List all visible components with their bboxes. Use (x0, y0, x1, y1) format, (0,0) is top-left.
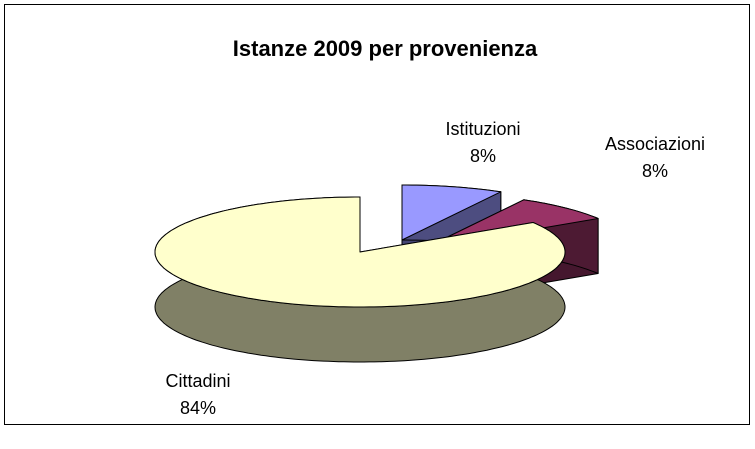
slice-value-label: 8% (470, 146, 496, 166)
slice-value-label: 84% (180, 398, 216, 418)
slice-top (154, 196, 566, 308)
slice-top (401, 184, 502, 241)
pie-slice (154, 196, 566, 363)
slice-value-label: 8% (642, 161, 668, 181)
slice-label: Cittadini (165, 371, 230, 391)
chart-title: Istanze 2009 per provenienza (233, 36, 538, 61)
slice-label: Associazioni (605, 134, 705, 154)
slice-label: Istituzioni (445, 119, 520, 139)
